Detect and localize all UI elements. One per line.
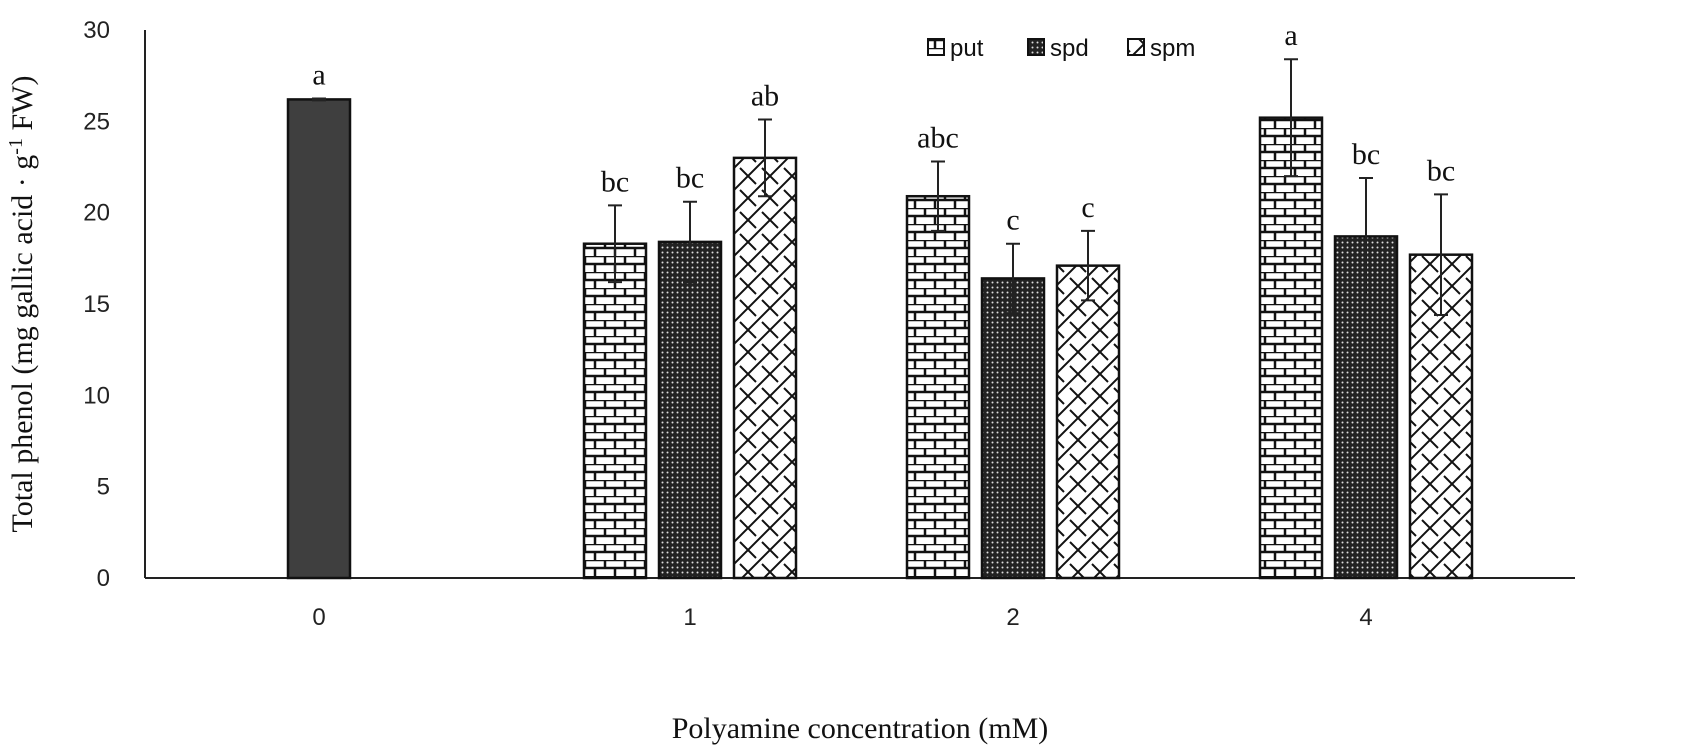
significance-letter: bc: [1352, 138, 1380, 171]
legend-swatch-spm: [1127, 38, 1145, 56]
y-tick-label: 20: [83, 200, 110, 227]
significance-letter: bc: [601, 165, 629, 198]
bar-spd: [657, 240, 723, 580]
significance-letter: abc: [917, 122, 959, 155]
significance-letter: a: [1284, 19, 1297, 52]
y-tick-label: 0: [97, 565, 110, 592]
legend-swatch-spd: [1027, 38, 1045, 56]
legend-label-spd: spd: [1050, 35, 1089, 62]
significance-letter: ab: [751, 80, 779, 113]
significance-letter: bc: [676, 162, 704, 195]
error-bar-control: [312, 97, 326, 102]
significance-letter: bc: [1427, 154, 1455, 187]
x-tick-label: 1: [683, 604, 696, 631]
x-axis-label: Polyamine concentration (mM): [672, 712, 1049, 745]
significance-letter: c: [1006, 204, 1019, 237]
error-bar-spd: [1359, 176, 1373, 296]
bar-put: [582, 242, 648, 580]
legend-swatch-put: [927, 38, 945, 56]
error-bar-put: [931, 160, 945, 232]
bar-spm: [1055, 264, 1121, 580]
error-bar-put: [608, 204, 622, 284]
bar-spm: [732, 156, 798, 580]
y-tick-label: 30: [83, 17, 110, 44]
x-tick-label: 0: [312, 604, 325, 631]
bar-put: [1258, 116, 1324, 580]
significance-letter: a: [312, 59, 325, 92]
y-tick-label: 15: [83, 291, 110, 318]
y-tick-label: 25: [83, 108, 110, 135]
legend-label-spm: spm: [1150, 35, 1195, 62]
error-bar-spm: [758, 118, 772, 198]
legend-label-put: put: [950, 35, 984, 62]
x-tick-label: 4: [1359, 604, 1372, 631]
significance-letter: c: [1081, 191, 1094, 224]
y-axis-label: Total phenol (mg gallic acid · g-1 FW): [5, 76, 39, 533]
y-tick-label: 10: [83, 382, 110, 409]
error-bar-spd: [1006, 242, 1020, 315]
bar-control: [286, 98, 352, 580]
error-bar-spm: [1434, 193, 1448, 316]
error-bar-put: [1284, 58, 1298, 178]
error-bar-spd: [683, 200, 697, 284]
x-tick-label: 2: [1006, 604, 1019, 631]
y-tick-label: 5: [97, 474, 110, 501]
bar-spd: [980, 277, 1046, 580]
error-bar-spm: [1081, 229, 1095, 302]
bar-put: [905, 194, 971, 580]
